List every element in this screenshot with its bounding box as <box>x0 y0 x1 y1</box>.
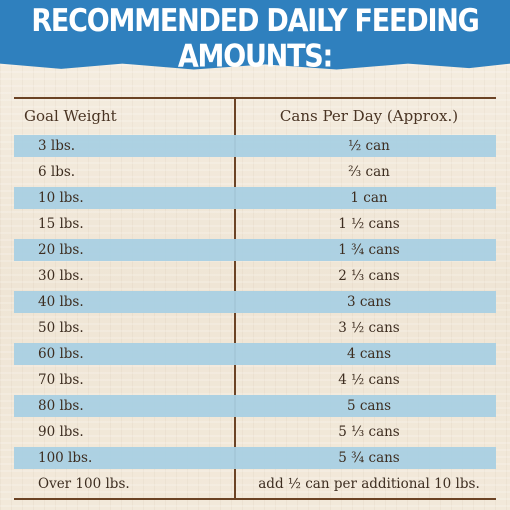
goal-weight-cell: 50 lbs. <box>38 320 84 336</box>
table-row: 40 lbs. 3 cans <box>14 289 496 315</box>
table-row: Over 100 lbs. add ½ can per additional 10… <box>14 471 496 497</box>
goal-weight-cell: 3 lbs. <box>38 138 76 154</box>
table-row: 50 lbs. 3 ½ cans <box>14 315 496 341</box>
cans-per-day-cell: 3 cans <box>346 294 392 310</box>
cans-per-day-cell: 5 ¾ cans <box>338 450 400 466</box>
header-banner <box>0 0 510 70</box>
goal-weight-cell: 40 lbs. <box>38 294 84 310</box>
cans-per-day-cell: 1 ¾ cans <box>338 242 400 258</box>
table-row: 15 lbs. 1 ½ cans <box>14 211 496 237</box>
table-row: 80 lbs. 5 cans <box>14 393 496 419</box>
table-row: 90 lbs. 5 ⅓ cans <box>14 419 496 445</box>
goal-weight-cell: 30 lbs. <box>38 268 84 284</box>
table-row: 3 lbs. ½ can <box>14 133 496 159</box>
goal-weight-cell: 20 lbs. <box>38 242 84 258</box>
cans-per-day-cell: 5 cans <box>346 398 392 414</box>
cans-per-day-cell: 4 ½ cans <box>338 372 400 388</box>
table-row: 70 lbs. 4 ½ cans <box>14 367 496 393</box>
table-bottom-rule <box>14 498 496 500</box>
column-header-cans-per-day: Cans Per Day (Approx.) <box>279 107 459 125</box>
table-row: 60 lbs. 4 cans <box>14 341 496 367</box>
table-top-rule <box>14 97 496 99</box>
column-header-goal-weight: Goal Weight <box>24 107 117 125</box>
goal-weight-cell: 100 lbs. <box>38 450 93 466</box>
cans-per-day-cell: 2 ⅓ cans <box>338 268 400 284</box>
goal-weight-cell: 90 lbs. <box>38 424 84 440</box>
cans-per-day-cell: ⅔ can <box>348 164 390 180</box>
table-row: 20 lbs. 1 ¾ cans <box>14 237 496 263</box>
cans-per-day-cell: 1 ½ cans <box>338 216 400 232</box>
cans-per-day-cell: 5 ⅓ cans <box>338 424 400 440</box>
goal-weight-cell: 70 lbs. <box>38 372 84 388</box>
cans-per-day-cell: ½ can <box>348 138 390 154</box>
page-title: RECOMMENDED DAILY FEEDING AMOUNTS: <box>31 3 480 75</box>
goal-weight-cell: 15 lbs. <box>38 216 84 232</box>
goal-weight-cell: 80 lbs. <box>38 398 84 414</box>
goal-weight-cell: Over 100 lbs. <box>38 476 130 492</box>
table-row: 100 lbs. 5 ¾ cans <box>14 445 496 471</box>
goal-weight-cell: 10 lbs. <box>38 190 84 206</box>
cans-per-day-cell: add ½ can per additional 10 lbs. <box>258 476 480 492</box>
goal-weight-cell: 60 lbs. <box>38 346 84 362</box>
table-row: 10 lbs. 1 can <box>14 185 496 211</box>
table-row: 30 lbs. 2 ⅓ cans <box>14 263 496 289</box>
goal-weight-cell: 6 lbs. <box>38 164 76 180</box>
table-row: 6 lbs. ⅔ can <box>14 159 496 185</box>
cans-per-day-cell: 1 can <box>350 190 388 206</box>
cans-per-day-cell: 4 cans <box>346 346 392 362</box>
cans-per-day-cell: 3 ½ cans <box>338 320 400 336</box>
